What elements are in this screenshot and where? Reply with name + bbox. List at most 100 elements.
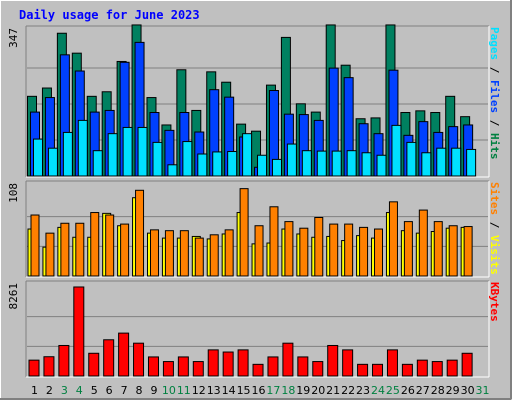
legend-entry-sites: Sites bbox=[488, 182, 501, 215]
bar-sites-day-22 bbox=[344, 223, 354, 277]
bar-kbytes-day-29 bbox=[446, 359, 458, 377]
x-axis-tick-label: 27 bbox=[416, 384, 430, 397]
bar-pages-day-29 bbox=[451, 147, 462, 177]
bar-sites-day-25 bbox=[388, 201, 398, 277]
legend-entry-pages: Pages bbox=[488, 27, 501, 60]
x-axis-tick-label: 23 bbox=[356, 384, 370, 397]
bar-kbytes-day-26 bbox=[401, 363, 413, 377]
bar-sites-day-9 bbox=[149, 229, 159, 277]
bar-pages-day-18 bbox=[286, 143, 297, 177]
bar-pages-day-26 bbox=[406, 141, 417, 177]
bar-kbytes-day-24 bbox=[372, 363, 384, 377]
legend-kbytes: KBytes bbox=[488, 282, 501, 322]
legend-separator: / bbox=[488, 60, 501, 80]
x-axis-tick-label: 1 bbox=[31, 384, 38, 397]
bar-sites-day-21 bbox=[329, 223, 339, 277]
bar-sites-day-2 bbox=[45, 232, 55, 277]
bar-sites-day-23 bbox=[359, 226, 369, 277]
bar-kbytes-day-9 bbox=[147, 356, 159, 377]
y-axis-max-label: 347 bbox=[7, 28, 20, 48]
bar-kbytes-day-28 bbox=[431, 361, 443, 377]
bar-pages-day-5 bbox=[92, 150, 103, 177]
x-axis-tick-label: 2 bbox=[46, 384, 53, 397]
bar-kbytes-day-1 bbox=[28, 359, 40, 377]
bar-sites-day-27 bbox=[418, 209, 428, 277]
bar-pages-day-21 bbox=[331, 150, 342, 177]
bar-kbytes-day-22 bbox=[342, 349, 354, 377]
bar-pages-day-24 bbox=[376, 154, 387, 177]
bar-kbytes-day-2 bbox=[43, 356, 55, 377]
x-axis-tick-label: 4 bbox=[76, 384, 83, 397]
x-axis-tick-label: 16 bbox=[252, 384, 266, 397]
bar-sites-day-28 bbox=[433, 221, 443, 277]
bar-sites-day-18 bbox=[284, 221, 294, 277]
bar-kbytes-day-5 bbox=[88, 352, 100, 377]
x-axis-tick-label: 5 bbox=[91, 384, 98, 397]
bar-pages-day-12 bbox=[197, 153, 208, 177]
legend-hits-files-pages: Pages / Files / Hits bbox=[488, 27, 501, 160]
legend-entry-visits: Visits bbox=[488, 235, 501, 275]
bar-kbytes-day-13 bbox=[207, 349, 219, 377]
bar-sites-day-11 bbox=[179, 230, 189, 277]
bar-kbytes-day-10 bbox=[162, 361, 174, 377]
bar-kbytes-day-17 bbox=[267, 356, 279, 377]
bar-pages-day-7 bbox=[122, 126, 133, 177]
bar-sites-day-8 bbox=[135, 189, 145, 277]
bar-sites-day-15 bbox=[239, 188, 249, 277]
x-axis-tick-label: 10 bbox=[162, 384, 176, 397]
bar-kbytes-day-20 bbox=[312, 361, 324, 377]
legend-entry-kbytes: KBytes bbox=[488, 282, 501, 322]
bar-sites-day-1 bbox=[30, 214, 40, 277]
bar-kbytes-day-25 bbox=[386, 349, 398, 377]
legend-visits-sites: Sites / Visits bbox=[488, 182, 501, 275]
x-axis-tick-label: 7 bbox=[121, 384, 128, 397]
legend-entry-hits: Hits bbox=[488, 133, 501, 160]
bar-sites-day-14 bbox=[224, 229, 234, 277]
bar-kbytes-day-12 bbox=[192, 361, 204, 377]
bar-pages-day-8 bbox=[137, 126, 148, 177]
x-axis-tick-label: 6 bbox=[106, 384, 113, 397]
bar-sites-day-26 bbox=[403, 221, 413, 277]
legend-separator: / bbox=[488, 113, 501, 133]
bar-kbytes-day-16 bbox=[252, 363, 264, 377]
bar-sites-day-12 bbox=[194, 237, 204, 277]
x-axis-tick-label: 31 bbox=[476, 384, 490, 397]
x-axis-tick-label: 15 bbox=[237, 384, 251, 397]
x-axis-tick-label: 26 bbox=[401, 384, 415, 397]
x-axis-tick-label: 30 bbox=[461, 384, 475, 397]
bar-pages-day-23 bbox=[361, 152, 372, 177]
bar-sites-day-16 bbox=[254, 225, 264, 277]
bar-sites-day-20 bbox=[314, 216, 324, 277]
bar-kbytes-day-18 bbox=[282, 342, 294, 377]
bar-pages-day-3 bbox=[62, 131, 73, 177]
y-axis-max-label: 8261 bbox=[7, 283, 20, 310]
bar-pages-day-30 bbox=[466, 148, 477, 177]
bar-pages-day-6 bbox=[107, 133, 118, 177]
x-axis-tick-label: 28 bbox=[431, 384, 445, 397]
bar-sites-day-19 bbox=[299, 227, 309, 277]
x-axis-tick-label: 18 bbox=[281, 384, 295, 397]
bar-kbytes-day-21 bbox=[327, 344, 339, 377]
x-axis-tick-label: 17 bbox=[266, 384, 280, 397]
bar-pages-day-1 bbox=[33, 138, 43, 177]
x-axis-tick-label: 14 bbox=[222, 384, 236, 397]
bar-sites-day-24 bbox=[374, 228, 384, 277]
bar-sites-day-17 bbox=[269, 206, 279, 277]
bar-sites-day-6 bbox=[105, 214, 115, 277]
bar-pages-day-27 bbox=[421, 152, 432, 177]
x-axis-tick-label: 25 bbox=[386, 384, 400, 397]
bar-sites-day-3 bbox=[60, 222, 70, 277]
bar-sites-day-4 bbox=[75, 222, 85, 277]
x-axis-tick-label: 9 bbox=[150, 384, 157, 397]
bar-kbytes-day-27 bbox=[416, 359, 428, 377]
bar-pages-day-13 bbox=[212, 151, 223, 177]
bar-pages-day-10 bbox=[167, 164, 178, 177]
bar-pages-day-17 bbox=[271, 158, 282, 177]
x-axis-tick-label: 24 bbox=[371, 384, 385, 397]
bar-kbytes-day-11 bbox=[177, 356, 189, 377]
x-axis-tick-label: 8 bbox=[136, 384, 143, 397]
bar-kbytes-day-4 bbox=[73, 286, 85, 377]
bar-pages-day-25 bbox=[391, 124, 402, 177]
bar-pages-day-22 bbox=[346, 150, 357, 177]
